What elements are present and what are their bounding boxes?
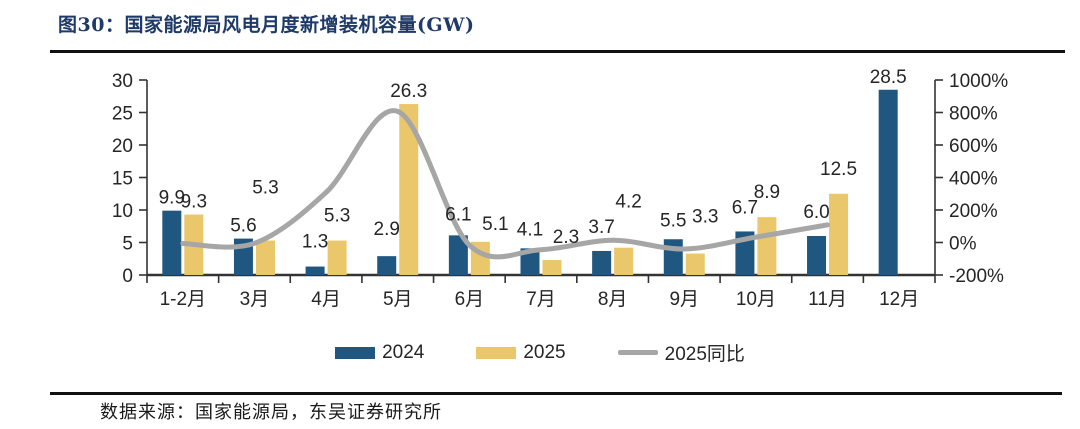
bar-label-2024: 6.7 [732,197,758,218]
category-label: 11月 [808,289,847,310]
bar-label-2025: 4.2 [615,192,641,213]
left-tick-label: 30 [112,71,133,92]
category-label: 12月 [879,289,919,310]
legend-label: 2025同比 [664,344,745,365]
left-tick-label: 0 [122,266,133,287]
category-label: 5月 [383,289,413,310]
bar-label-2024: 2.9 [374,219,400,240]
bar-2025 [255,240,275,275]
bar-2025 [757,217,777,275]
bar-2025 [829,193,849,275]
bar-2024 [377,256,397,275]
legend-swatch-2025 [476,346,517,359]
category-label: 1-2月 [160,289,206,310]
bar-label-2024: 3.7 [588,217,614,238]
bar-2025 [614,247,634,275]
right-tick-label: 800% [949,104,998,125]
bar-label-2025: 5.3 [324,206,350,227]
bar-label-2024: 9.9 [159,188,185,209]
bar-2025 [399,104,419,275]
bar-2024 [663,239,683,275]
bar-2024 [162,210,182,275]
left-tick-label: 5 [122,234,133,255]
category-label: 6月 [455,289,485,310]
top-divider [50,50,1065,53]
bar-label-2024: 6.1 [445,204,471,225]
category-label: 3月 [240,289,270,310]
bar-2025 [685,253,705,275]
bar-label-2024: 1.3 [302,232,328,253]
bar-label-2025: 8.9 [754,182,780,203]
legend-swatch-2024 [335,346,376,359]
bar-2024 [520,248,540,275]
legend-item-yoy: 2025同比 [617,339,745,366]
left-tick-label: 15 [112,169,133,190]
bottom-divider [50,392,1062,395]
right-tick-label: 0% [949,234,977,255]
right-tick-label: -200% [949,266,1004,287]
category-label: 4月 [311,289,341,310]
bar-2024 [305,266,325,275]
category-label: 7月 [526,289,556,310]
bar-label-2024: 5.5 [660,210,686,231]
bar-label-2024: 6.0 [803,202,829,223]
bar-label-2024: 4.1 [517,219,543,240]
bar-label-2024: 5.6 [230,216,256,237]
data-source-note: 数据来源：国家能源局，东吴证券研究所 [100,402,442,423]
legend-item-2025: 2025 [476,341,566,364]
category-label: 9月 [669,289,699,310]
right-tick-label: 1000% [949,71,1008,92]
bar-label-2025: 2.3 [553,227,579,248]
category-label: 8月 [598,289,628,310]
right-tick-label: 400% [949,169,998,190]
category-label: 10月 [736,289,776,310]
chart-legend: 2024 2025 2025同比 [0,339,1080,366]
left-tick-label: 10 [112,201,133,222]
right-tick-label: 600% [949,136,998,157]
bar-label-2025: 9.3 [181,192,207,213]
bar-label-2025: 5.3 [252,178,278,199]
figure-title: 图30：国家能源局风电月度新增装机容量(GW) [58,14,475,36]
legend-label: 2025 [523,341,566,363]
bar-label-2024: 28.5 [870,67,907,88]
bar-label-2025: 3.3 [692,207,718,228]
bar-label-2025: 26.3 [390,81,427,102]
bar-2024 [878,89,898,275]
right-tick-label: 200% [949,201,998,222]
legend-label: 2024 [382,341,425,363]
legend-line-swatch [617,350,658,355]
bar-2025 [542,260,562,275]
left-tick-label: 20 [112,136,133,157]
bar-label-2025: 12.5 [820,159,857,180]
legend-item-2024: 2024 [335,342,424,364]
bar-2025 [327,240,347,275]
bar-2024 [592,250,612,275]
bar-2024 [448,235,468,275]
left-tick-label: 25 [112,104,133,125]
bar-label-2025: 5.1 [482,214,508,235]
bar-2024 [807,236,827,275]
yoy-line [180,108,830,260]
